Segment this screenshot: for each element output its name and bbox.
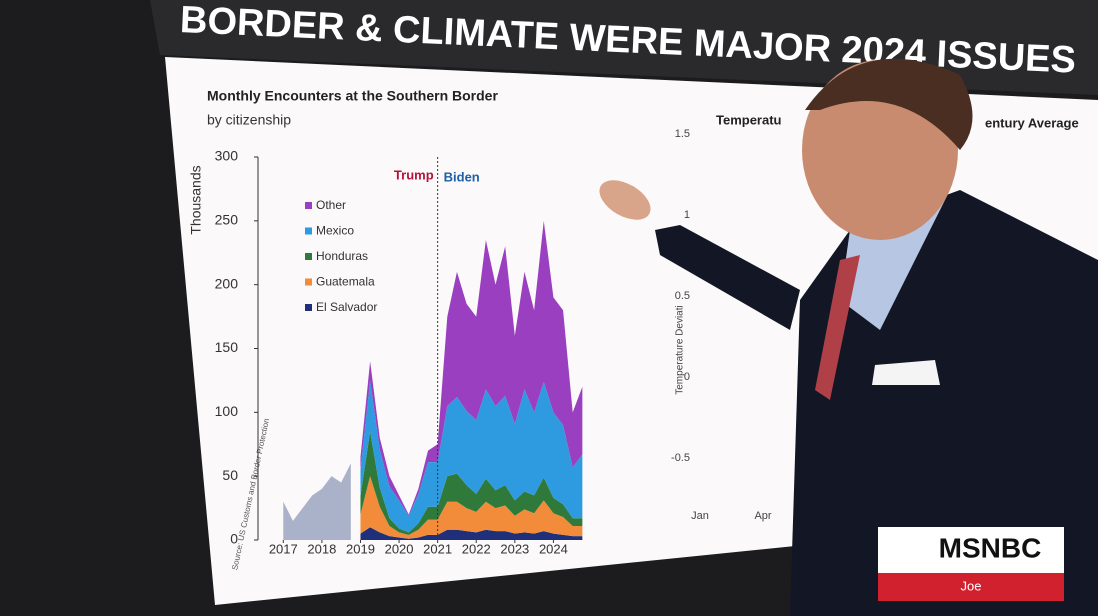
y-tick-label: 0 (230, 531, 238, 547)
area (360, 527, 583, 540)
hair (805, 58, 973, 150)
area (283, 463, 351, 540)
chart-title: Monthly Encounters at the Southern Borde… (207, 88, 498, 104)
annotation: Trump (394, 167, 434, 182)
right-y-label: Temperature Deviati (675, 305, 686, 394)
x-tick-label: 2023 (500, 541, 529, 556)
y-tick-label: 250 (215, 212, 239, 228)
right-y-tick-label: 0.5 (675, 290, 690, 302)
y-tick-label: 200 (215, 275, 239, 291)
x-tick-label: 2018 (307, 541, 336, 556)
legend-swatch (305, 304, 312, 311)
legend-label: Mexico (316, 224, 354, 238)
area (360, 431, 583, 535)
presenter (599, 58, 1098, 616)
right-y-tick-label: -0.5 (671, 452, 690, 464)
annotation: Biden (444, 169, 480, 184)
tie (815, 255, 860, 400)
y-tick-label: 50 (222, 467, 238, 483)
x-tick-label: 2017 (269, 541, 298, 556)
legend-swatch (305, 227, 312, 235)
pocket-square (872, 360, 940, 385)
legend-label: Other (316, 198, 346, 212)
legend-label: Guatemala (316, 275, 375, 289)
y-tick-label: 300 (215, 148, 239, 164)
right-x-tick-label: Jan (691, 510, 709, 522)
area (360, 476, 583, 539)
y-tick-label: 150 (215, 339, 239, 355)
right-title: Temperatu (716, 112, 782, 127)
logo-show: Joe (961, 578, 982, 593)
y-tick-label: 100 (215, 403, 239, 419)
hand (599, 180, 651, 220)
x-tick-label: 2022 (462, 541, 491, 556)
arm (655, 225, 800, 330)
x-tick-label: 2019 (346, 541, 375, 556)
y-axis-label: Thousands (188, 165, 204, 234)
x-tick-label: 2021 (423, 541, 452, 556)
area (360, 380, 583, 533)
legend-label: El Salvador (316, 300, 377, 314)
right-y-tick-label: 1.5 (675, 128, 690, 140)
right-title: entury Average (985, 115, 1079, 130)
area (360, 220, 583, 516)
right-y-tick-label: 1 (684, 209, 690, 221)
right-y-tick-label: 0 (684, 371, 690, 383)
chart: 0 50 100 150 200 250 300 2017 2018 2019 2020 2021 20… (215, 148, 583, 556)
x-tick-label: 2020 (385, 541, 414, 556)
right-x-tick-label: Apr (754, 510, 771, 522)
legend-swatch (305, 253, 312, 260)
logo-network: MSNBC (939, 532, 1042, 563)
logo-band (878, 573, 1064, 601)
right-panel: Temperatu entury Average Temperature Dev… (671, 112, 1079, 521)
chart-subtitle: by citizenship (207, 112, 291, 128)
x-tick-label: 2024 (539, 541, 568, 556)
legend-swatch (305, 202, 312, 209)
legend-swatch (305, 278, 312, 286)
legend-label: Honduras (316, 249, 368, 263)
